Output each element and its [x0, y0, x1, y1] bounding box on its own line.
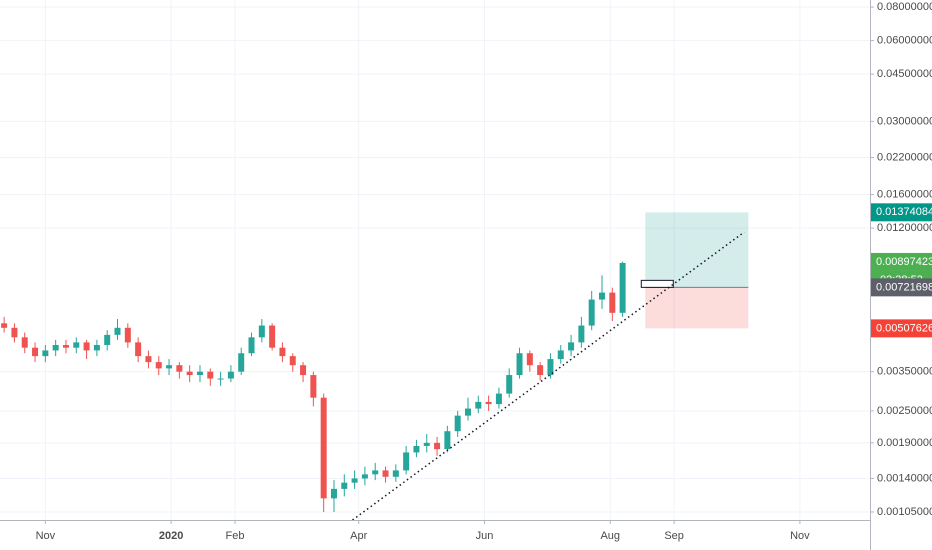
candle-body	[104, 334, 111, 346]
y-tick-label: 0.00140000	[877, 472, 932, 484]
candle-body	[176, 365, 183, 372]
candle-body	[619, 262, 626, 313]
y-tick-label: 0.01200000	[877, 222, 932, 234]
candle-body	[495, 393, 502, 405]
candle-body	[248, 337, 255, 354]
y-tick-label: 0.04500000	[877, 68, 932, 80]
y-tick-label: 0.06000000	[877, 34, 932, 46]
candle-body	[32, 347, 39, 357]
y-tick-label: 0.02200000	[877, 151, 932, 163]
entry-price-label-box	[871, 278, 932, 297]
candle-body	[207, 371, 214, 379]
trend-line	[352, 231, 745, 521]
candle-body	[526, 353, 533, 366]
candle-body	[598, 292, 605, 300]
candle-body	[444, 431, 451, 450]
candle-body	[341, 482, 348, 489]
candle-body	[578, 325, 585, 343]
entry-handle	[640, 279, 674, 288]
x-tick-label: Nov	[790, 530, 810, 542]
target-zone	[645, 212, 749, 288]
candle-body	[62, 345, 69, 348]
entry-price-label: 0.00721698	[876, 281, 932, 293]
candle-body	[423, 442, 430, 446]
candle-body	[568, 342, 575, 351]
last-price-label-box	[871, 252, 932, 271]
y-tick-label: 0.00105000	[877, 506, 932, 518]
candle-body	[279, 347, 286, 357]
target-price-label-box	[871, 203, 932, 222]
candle-body	[372, 470, 379, 475]
stop-zone	[645, 287, 749, 329]
candle-body	[52, 345, 59, 351]
candle-body	[361, 474, 368, 479]
candle-body	[93, 345, 100, 351]
candle-body	[145, 356, 152, 363]
y-tick-label: 0.00190000	[877, 437, 932, 449]
candle-body	[609, 292, 616, 313]
candle-body	[217, 378, 224, 380]
candle-body	[475, 401, 482, 409]
candle-body	[382, 470, 389, 477]
x-tick-label: Sep	[664, 530, 684, 542]
candle-body	[166, 365, 173, 369]
x-tick-label: Aug	[600, 530, 620, 542]
candle-body	[227, 371, 234, 379]
candle-body	[537, 365, 544, 376]
candle-body	[485, 401, 492, 405]
x-tick-label: Nov	[36, 530, 56, 542]
candle-body	[351, 478, 358, 483]
candle-body	[258, 325, 265, 338]
x-tick-label: Jun	[476, 530, 494, 542]
candle-body	[11, 327, 18, 338]
candle-body	[320, 397, 327, 499]
candle-body	[330, 488, 337, 499]
candle-body	[124, 327, 131, 343]
last-price-label: 0.00897423	[876, 256, 932, 268]
candle-body	[269, 325, 276, 348]
plot	[1, 212, 749, 521]
candle-body	[403, 452, 410, 471]
stop-price-label-box	[871, 319, 932, 338]
candle-body	[454, 415, 461, 432]
candle-body	[42, 350, 49, 357]
candle-body	[516, 353, 523, 376]
x-tick-label: Apr	[350, 530, 367, 542]
candle-body	[310, 375, 317, 398]
candle-body	[155, 362, 162, 369]
candle-body	[135, 342, 142, 357]
candle-body	[392, 470, 399, 477]
candle-body	[464, 408, 471, 416]
stop-price-label: 0.00507626	[876, 322, 932, 334]
candle-body	[114, 327, 121, 335]
candle-body	[289, 356, 296, 366]
candle-body	[21, 337, 28, 348]
candle-body	[196, 371, 203, 376]
y-tick-label: 0.00350000	[877, 366, 932, 378]
candle-body	[434, 442, 441, 450]
candle-body	[300, 365, 307, 376]
candle-body	[186, 371, 193, 376]
candle-body	[413, 445, 420, 453]
axes: 0.08000000 0.06000000 0.04500000 0.03000000…	[36, 1, 932, 542]
candle-body	[588, 299, 595, 326]
y-tick-label: 0.03000000	[877, 115, 932, 127]
y-tick-label: 0.01600000	[877, 188, 932, 200]
candle-body	[238, 353, 245, 372]
x-tick-label: 2020	[159, 530, 183, 542]
candle-body	[1, 323, 8, 328]
grid	[0, 0, 870, 520]
y-tick-label: 0.08000000	[877, 1, 932, 13]
target-price-label: 0.01374084	[876, 206, 932, 218]
candle-body	[83, 342, 90, 351]
candle-body	[557, 350, 564, 360]
x-tick-label: Feb	[226, 530, 245, 542]
candle-body	[506, 375, 513, 394]
y-tick-label: 0.00250000	[877, 405, 932, 417]
candle-body	[73, 342, 80, 348]
candle-body	[547, 359, 554, 376]
